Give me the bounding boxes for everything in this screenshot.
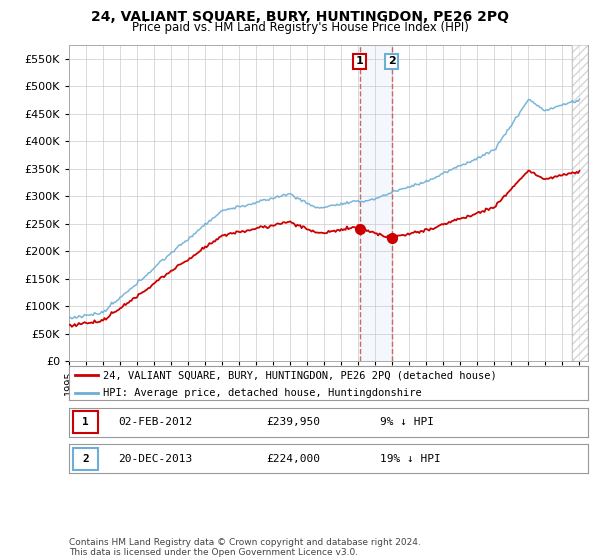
FancyBboxPatch shape <box>73 447 98 470</box>
Text: HPI: Average price, detached house, Huntingdonshire: HPI: Average price, detached house, Hunt… <box>103 388 421 398</box>
Text: 02-FEB-2012: 02-FEB-2012 <box>118 417 193 427</box>
Bar <box>360 45 392 361</box>
Text: 20-DEC-2013: 20-DEC-2013 <box>118 454 193 464</box>
FancyBboxPatch shape <box>73 411 98 433</box>
Text: 2: 2 <box>82 454 89 464</box>
Text: £239,950: £239,950 <box>266 417 320 427</box>
Text: Contains HM Land Registry data © Crown copyright and database right 2024.
This d: Contains HM Land Registry data © Crown c… <box>69 538 421 557</box>
Text: 1: 1 <box>82 417 89 427</box>
Text: Price paid vs. HM Land Registry's House Price Index (HPI): Price paid vs. HM Land Registry's House … <box>131 21 469 34</box>
Text: 1: 1 <box>356 57 364 66</box>
Text: 24, VALIANT SQUARE, BURY, HUNTINGDON, PE26 2PQ: 24, VALIANT SQUARE, BURY, HUNTINGDON, PE… <box>91 10 509 24</box>
Text: 24, VALIANT SQUARE, BURY, HUNTINGDON, PE26 2PQ (detached house): 24, VALIANT SQUARE, BURY, HUNTINGDON, PE… <box>103 370 496 380</box>
Text: £224,000: £224,000 <box>266 454 320 464</box>
Text: 19% ↓ HPI: 19% ↓ HPI <box>380 454 441 464</box>
Text: 9% ↓ HPI: 9% ↓ HPI <box>380 417 434 427</box>
Text: 2: 2 <box>388 57 395 66</box>
